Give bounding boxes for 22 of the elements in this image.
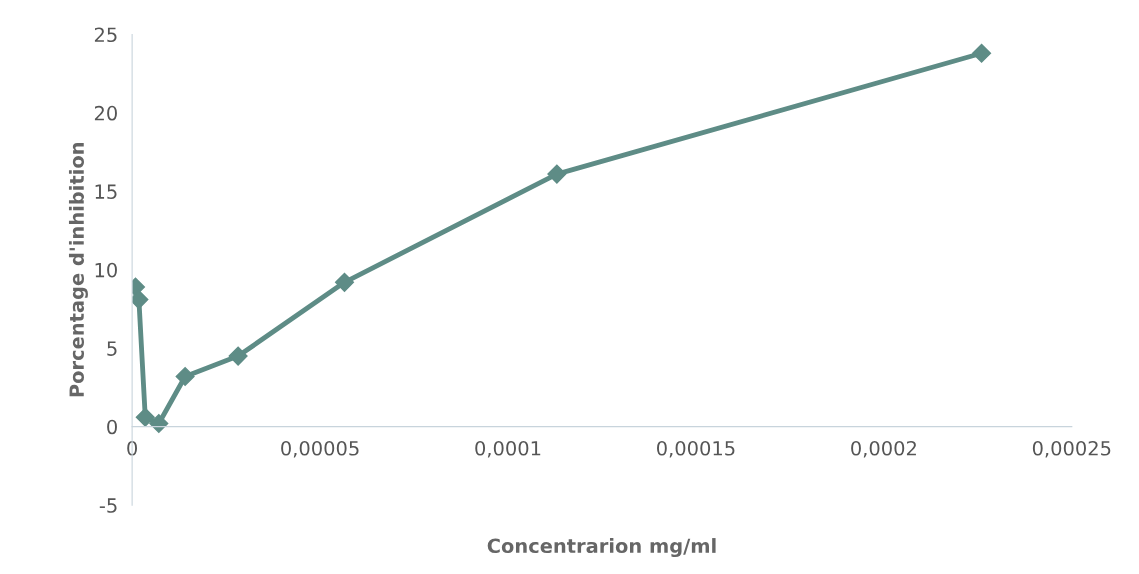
y-tick-label: -5 — [99, 498, 117, 513]
y-tick-label: 10 — [95, 262, 117, 278]
point — [547, 164, 567, 184]
x-tick-label: 0,0001 — [475, 440, 541, 458]
y-tick-label: 5 — [107, 341, 117, 356]
point — [972, 43, 992, 63]
x-tick-label: 0,0002 — [851, 440, 916, 458]
y-tick-label: 20 — [94, 105, 117, 121]
y-tick-label: 0 — [107, 419, 117, 435]
point — [228, 346, 248, 366]
point — [175, 366, 195, 387]
x-tick-label: 0,00005 — [281, 440, 359, 458]
point — [149, 414, 169, 434]
x-tick-label: 0,00025 — [1032, 440, 1111, 458]
point — [135, 407, 155, 427]
y-axis-title: Porcentage d'inhibition — [68, 142, 88, 397]
y-tick-label: 15 — [95, 184, 117, 199]
point — [334, 272, 355, 292]
y-tick-label: 25 — [94, 27, 117, 43]
x-axis-title: Concentrarion mg/ml — [487, 538, 716, 558]
x-tick-label: 0,00015 — [657, 440, 735, 458]
x-tick-label: 0 — [127, 440, 138, 456]
